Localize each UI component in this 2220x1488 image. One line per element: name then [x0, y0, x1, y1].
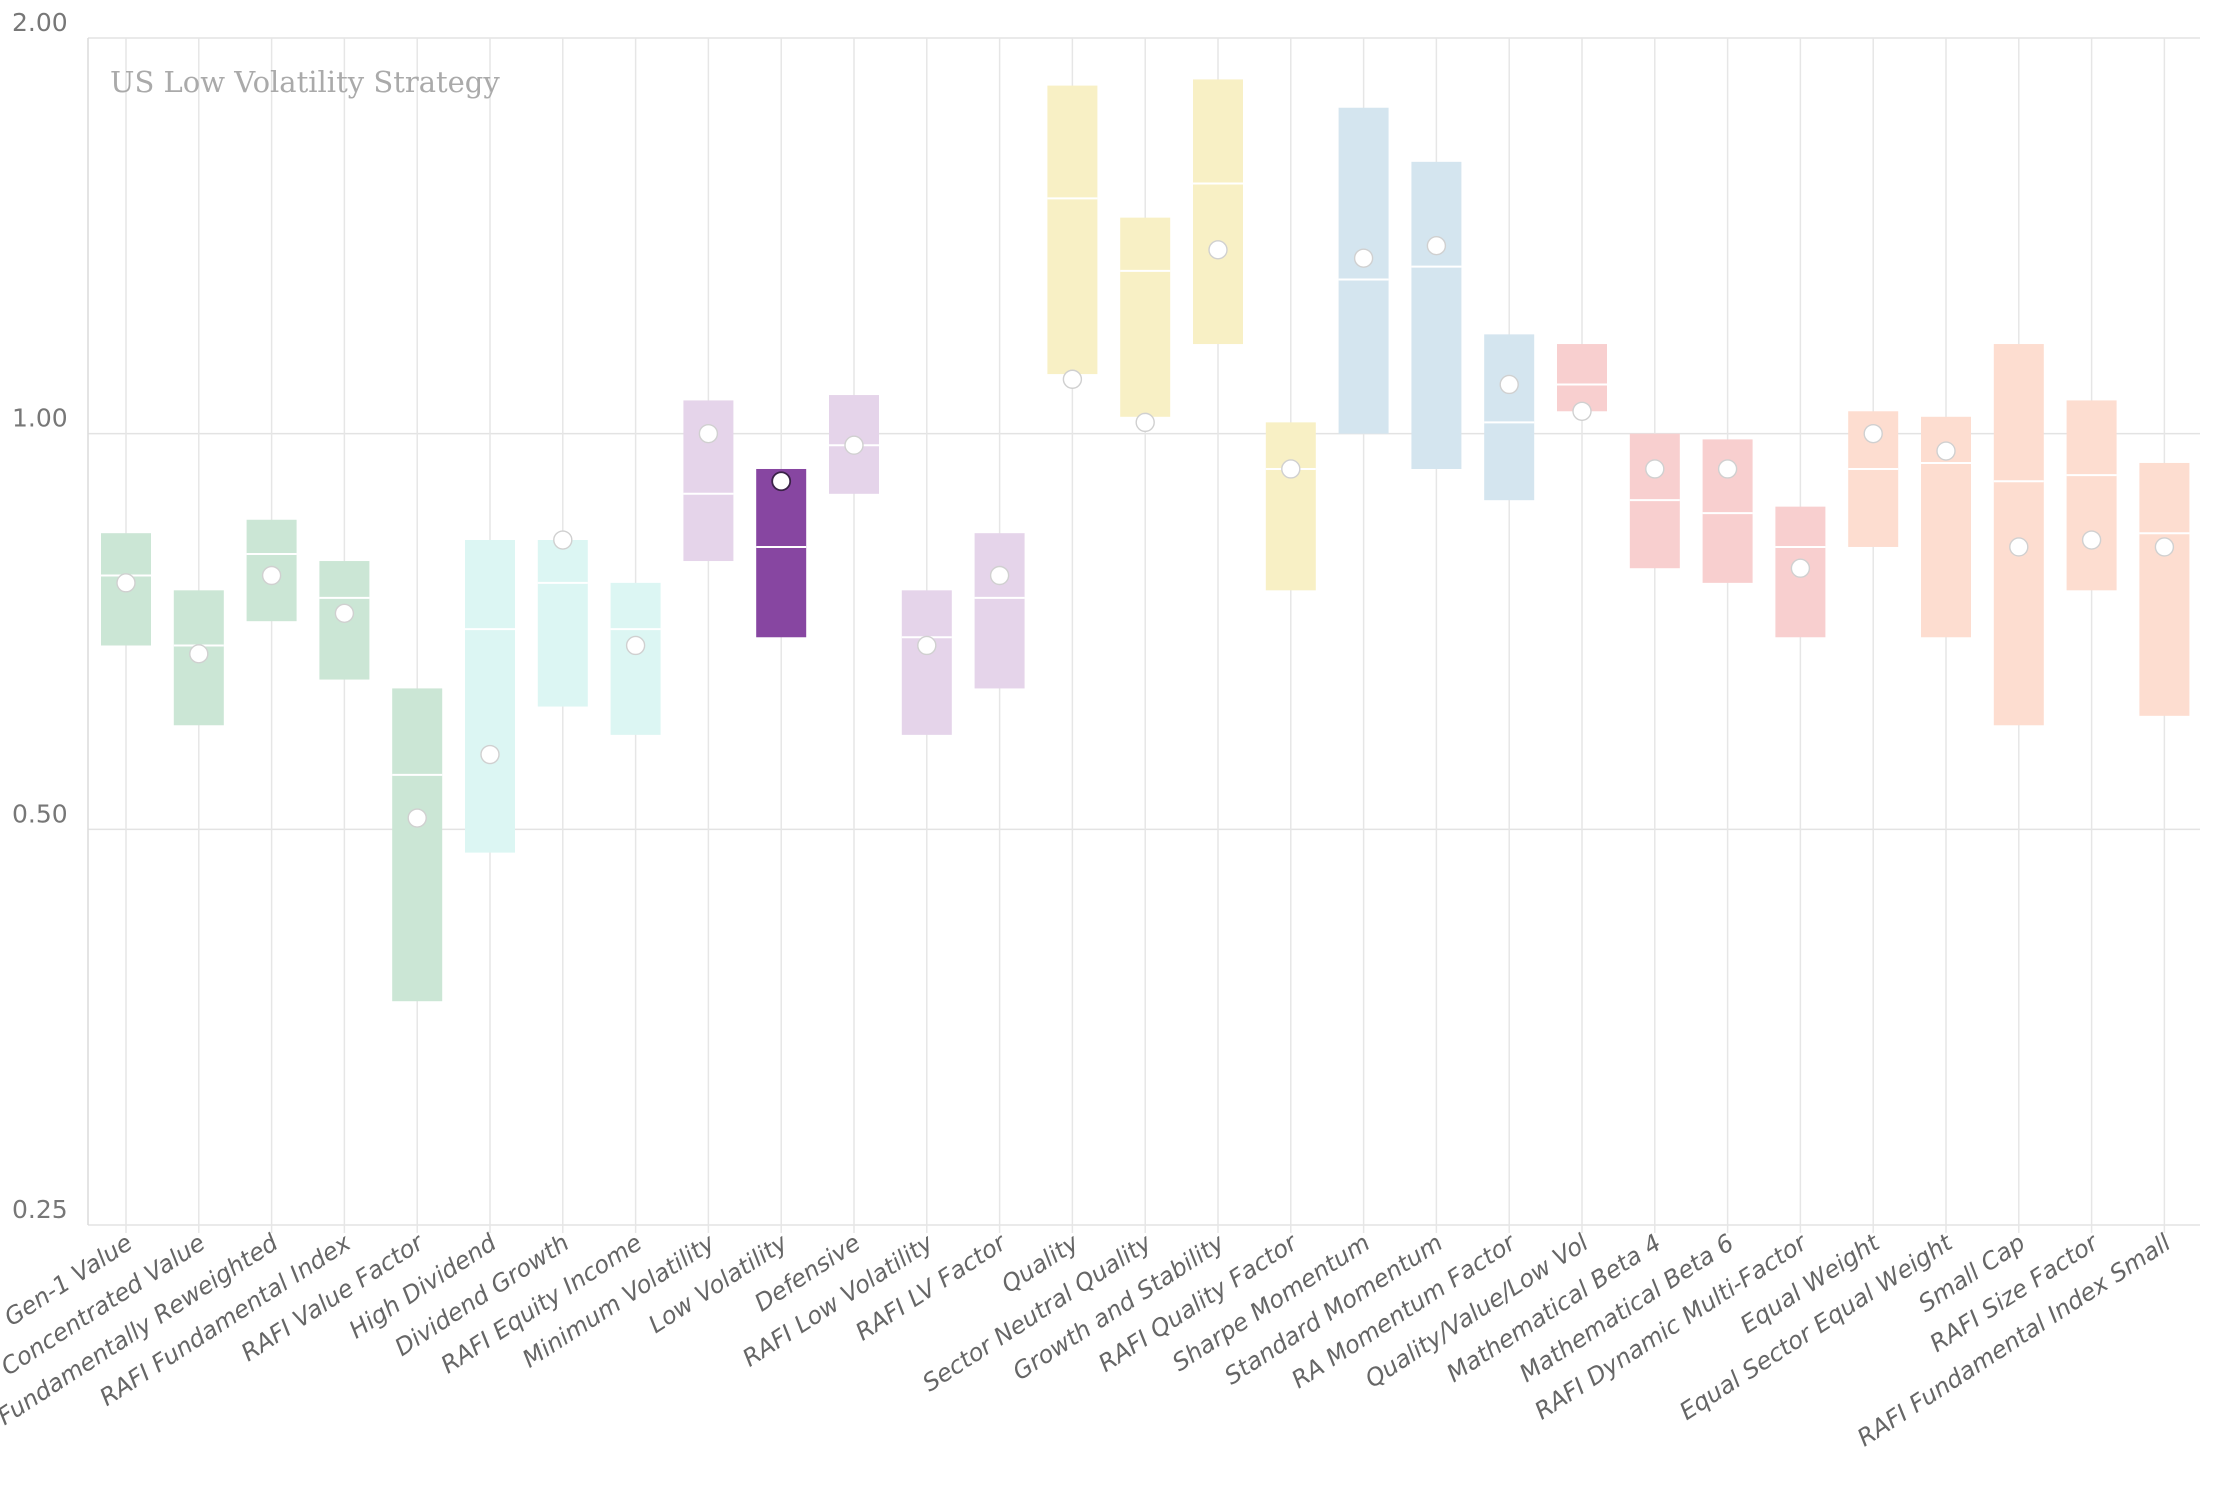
range-bar [756, 468, 807, 638]
current-value-point [1135, 412, 1155, 433]
current-value-point [1572, 401, 1592, 421]
current-value-point [1281, 459, 1301, 479]
current-value-point [261, 565, 282, 586]
current-value-point [480, 744, 500, 765]
current-value-point [2154, 537, 2175, 557]
range-bar [1047, 85, 1098, 375]
y-tick-label: 0.25 [12, 1195, 68, 1224]
current-value-point [844, 435, 864, 455]
current-value-point [407, 808, 427, 828]
range-bar [1193, 79, 1243, 345]
current-value-point [698, 423, 719, 444]
range-bar [1120, 217, 1171, 417]
current-value-point [625, 635, 646, 656]
y-tick-label: 0.50 [12, 799, 68, 828]
current-value-point [1353, 248, 1374, 268]
current-value-point [2009, 537, 2029, 557]
current-value-point [917, 635, 937, 656]
current-value-point [553, 530, 573, 550]
current-value-point [1208, 240, 1228, 260]
current-value-point [1863, 423, 1883, 444]
current-value-point [1936, 441, 1956, 461]
current-value-point [1426, 235, 1447, 256]
range-bar [2066, 400, 2117, 591]
current-value-point [989, 565, 1010, 586]
range-bar [901, 590, 952, 735]
range-bar [1265, 422, 1316, 591]
point-layer [116, 235, 2175, 828]
range-bar [465, 540, 515, 853]
current-value-point [189, 644, 209, 664]
range-bar [537, 540, 588, 707]
current-value-point [334, 603, 355, 624]
grid-layer [87, 37, 2200, 1233]
range-bar [1411, 161, 1462, 469]
range-bar [974, 533, 1025, 689]
current-value-point [1717, 459, 1738, 479]
current-value-point [1645, 459, 1665, 479]
current-value-point [2081, 530, 2102, 550]
current-value-point [1062, 369, 1083, 389]
range-bar [392, 688, 443, 1002]
range-bar [610, 582, 661, 735]
range-bar [2139, 462, 2190, 716]
current-value-point [116, 573, 136, 593]
range-bar [1557, 344, 1607, 412]
chart-title: US Low Volatility Strategy [110, 65, 500, 99]
range-bar [1338, 107, 1389, 434]
current-value-point [771, 471, 792, 492]
y-tick-label: 2.00 [12, 8, 68, 37]
y-tick-label: 1.00 [12, 404, 68, 433]
current-value-point [1499, 374, 1519, 395]
range-bar [1993, 344, 2044, 726]
range-bar [1484, 334, 1535, 501]
current-value-point [1790, 558, 1811, 578]
